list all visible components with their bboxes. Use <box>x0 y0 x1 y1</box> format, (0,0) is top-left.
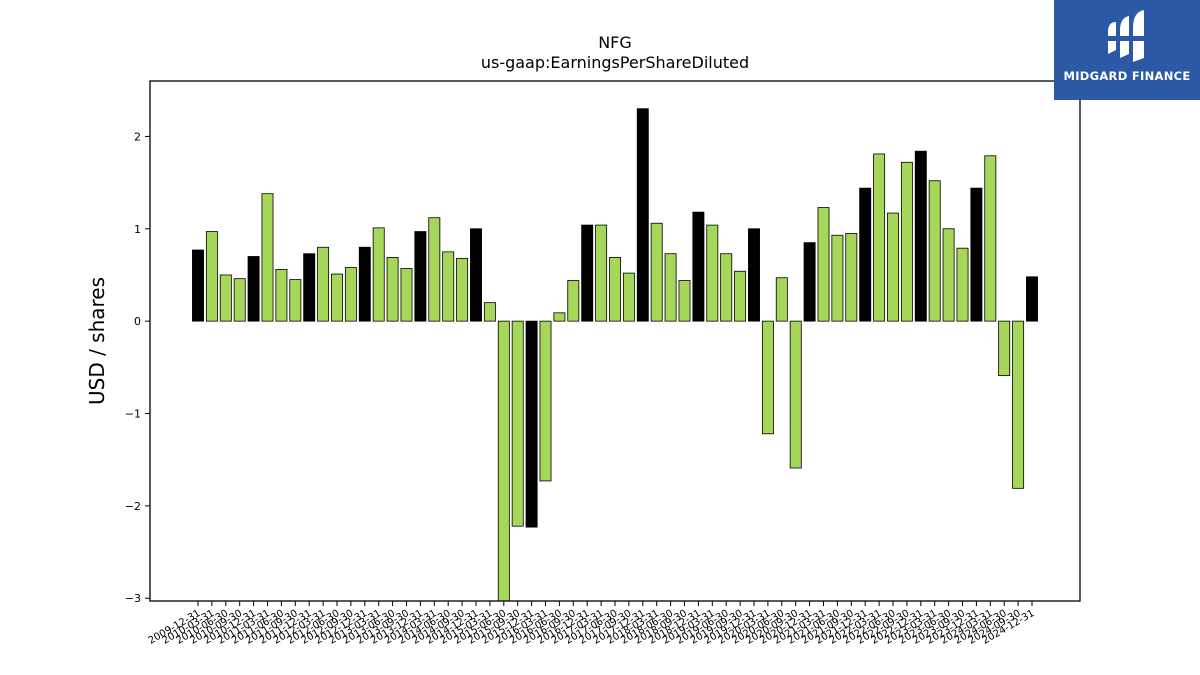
midgard-logo-icon <box>1106 10 1146 62</box>
bar-2013-06-30 <box>386 257 399 322</box>
y-tick-label: −1 <box>125 408 141 421</box>
x-axis: 2009-12-312010-03-312010-06-302010-09-30… <box>147 601 1037 647</box>
bar-2016-03-31 <box>539 320 552 482</box>
bar-2015-03-31 <box>483 302 496 322</box>
bar-2018-03-31 <box>650 222 663 322</box>
bar-2019-06-30 <box>720 253 733 322</box>
bar-2009-12-31 <box>192 249 204 322</box>
plot-area <box>192 108 1038 602</box>
bar-2020-12-31 <box>803 242 816 322</box>
y-axis: −3 −2 −1 0 1 2 <box>125 130 150 605</box>
bar-2020-03-31 <box>761 320 774 435</box>
bar-2023-09-30 <box>956 247 969 322</box>
bar-2024-06-30 <box>998 320 1011 377</box>
y-tick-label: 2 <box>134 130 141 143</box>
bar-2013-03-31 <box>372 227 385 322</box>
bar-2023-06-30 <box>942 228 955 322</box>
bar-2021-06-30 <box>831 234 844 322</box>
bar-2022-12-31 <box>914 150 927 322</box>
chart-subtitle: us-gaap:EarningsPerShareDiluted <box>481 53 749 72</box>
bar-2020-06-30 <box>775 277 788 322</box>
bar-2019-03-31 <box>706 224 719 322</box>
bar-2012-12-31 <box>358 246 371 322</box>
bar-2013-12-31 <box>414 231 427 322</box>
bar-2024-12-31 <box>1026 276 1038 322</box>
bar-2017-03-31 <box>595 224 608 322</box>
y-axis-label: USD / shares <box>85 277 109 405</box>
bar-2016-06-30 <box>553 312 566 322</box>
bar-2022-09-30 <box>900 161 913 322</box>
midgard-finance-logo: MIDGARD FINANCE <box>1054 0 1200 100</box>
bar-2015-09-30 <box>511 320 524 527</box>
bar-2018-06-30 <box>664 253 677 322</box>
bar-2019-12-31 <box>748 228 760 322</box>
bar-2010-12-31 <box>247 256 260 322</box>
bar-2011-06-30 <box>275 269 288 322</box>
bar-2018-12-31 <box>692 211 705 322</box>
bar-2016-12-31 <box>581 224 594 322</box>
bar-2013-09-30 <box>400 268 413 322</box>
bar-2019-09-30 <box>734 270 747 322</box>
bar-2018-09-30 <box>678 280 691 322</box>
y-tick-label: 1 <box>134 223 141 236</box>
bar-2010-03-31 <box>205 231 218 322</box>
bar-2012-03-31 <box>317 246 330 322</box>
bar-2015-06-30 <box>497 320 510 602</box>
bar-2021-03-31 <box>817 207 830 322</box>
bar-2024-09-30 <box>1012 320 1025 489</box>
bar-2015-12-31 <box>525 320 538 528</box>
bar-2017-09-30 <box>622 272 635 322</box>
bar-2010-06-30 <box>219 274 232 322</box>
bar-2024-03-31 <box>984 155 997 322</box>
bar-2020-09-30 <box>789 320 802 469</box>
bar-2023-03-31 <box>928 180 941 322</box>
bar-2014-12-31 <box>470 228 482 322</box>
bar-2014-09-30 <box>456 257 469 322</box>
bar-2012-09-30 <box>344 267 357 322</box>
bar-2022-06-30 <box>887 212 899 322</box>
bar-2014-06-30 <box>442 251 455 322</box>
bar-2021-12-31 <box>859 187 872 322</box>
bar-2017-12-31 <box>636 108 649 322</box>
bar-2023-12-31 <box>970 187 983 322</box>
bar-2011-12-31 <box>303 253 316 322</box>
bar-2010-09-30 <box>233 278 246 322</box>
y-tick-label: 0 <box>134 315 141 328</box>
plot-frame <box>149 80 1081 602</box>
bar-2016-09-30 <box>567 280 580 322</box>
bar-2014-03-31 <box>428 217 441 322</box>
bar-2011-03-31 <box>261 193 274 322</box>
bar-2022-03-31 <box>873 153 886 322</box>
y-tick-label: −2 <box>125 500 141 513</box>
bar-2017-06-30 <box>609 257 621 322</box>
bar-2011-09-30 <box>289 279 302 322</box>
chart-title: NFG <box>598 33 632 52</box>
bar-2012-06-30 <box>331 273 343 322</box>
logo-text: MIDGARD FINANCE <box>1063 69 1191 83</box>
y-tick-label: −3 <box>125 592 141 605</box>
bar-2021-09-30 <box>845 232 858 322</box>
